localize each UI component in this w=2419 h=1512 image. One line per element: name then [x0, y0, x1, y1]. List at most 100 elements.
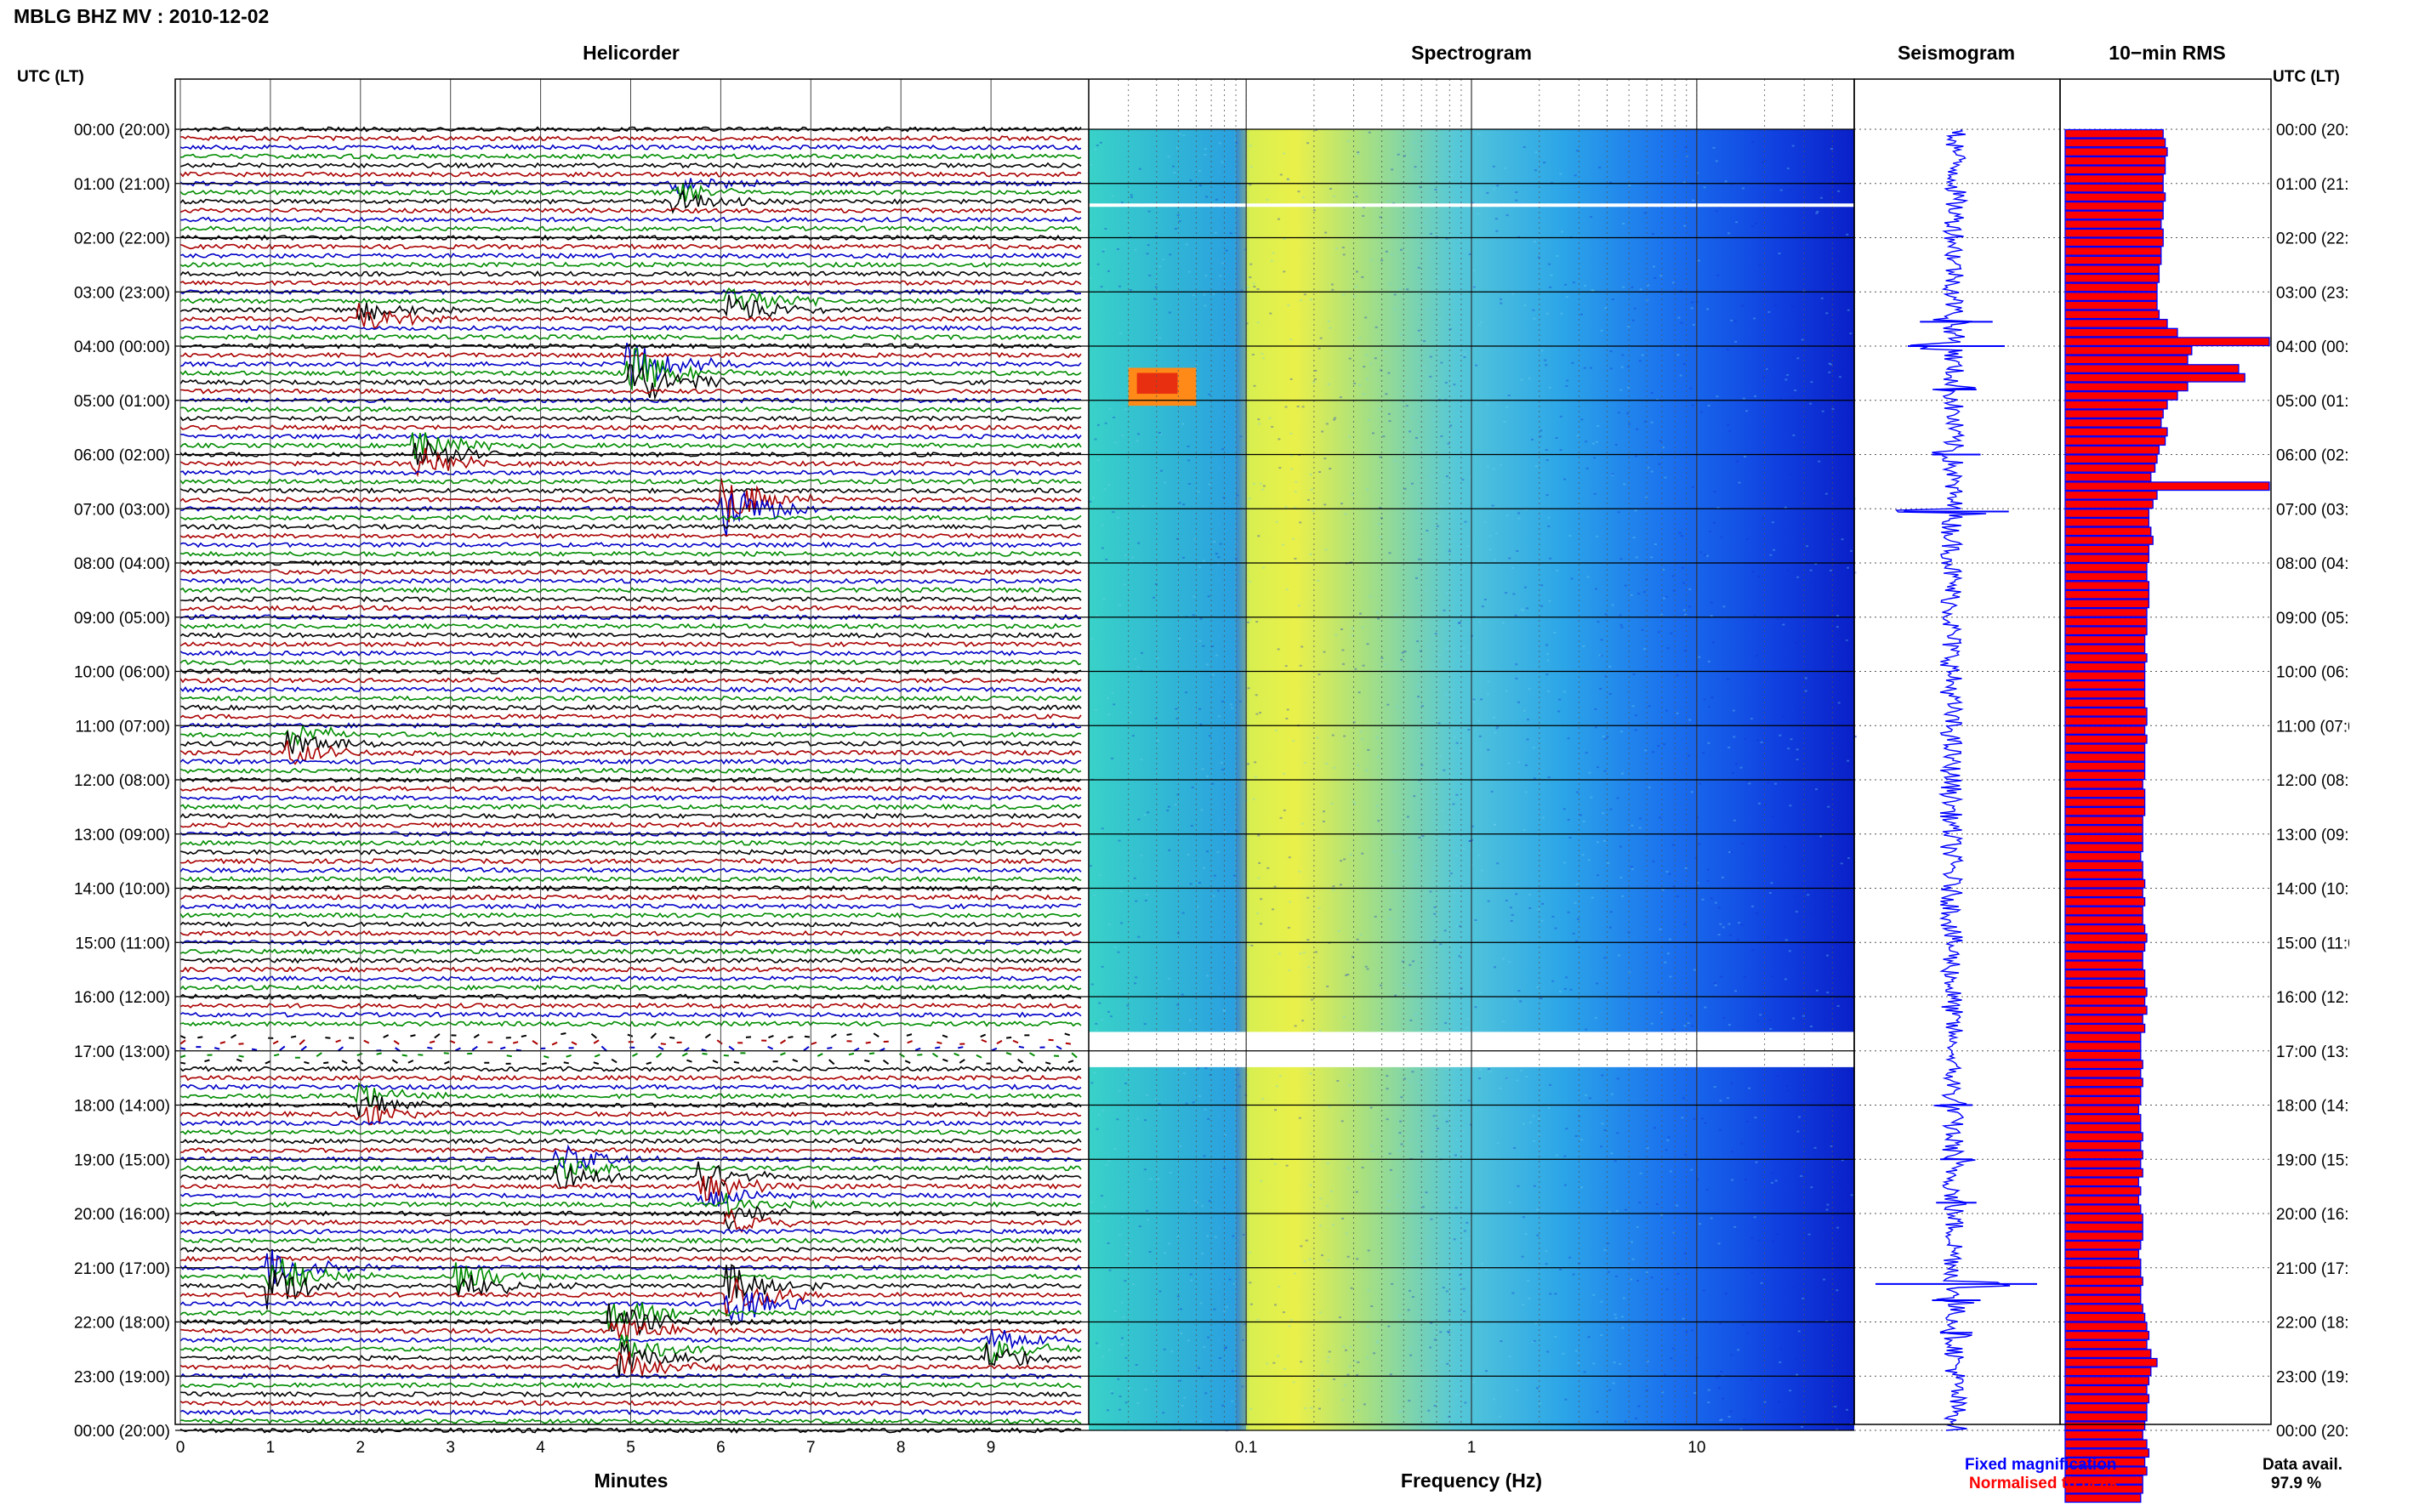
rms-bar — [2064, 1466, 2148, 1476]
spectrogram-noise — [1340, 1120, 1344, 1123]
spectrogram-noise — [1266, 1362, 1269, 1365]
spectrogram-noise — [1707, 1389, 1710, 1391]
spectrogram-noise — [1787, 569, 1790, 571]
spectrogram-noise — [1124, 1083, 1128, 1085]
spectrogram-noise — [1534, 151, 1538, 154]
spectrogram-noise — [1568, 837, 1572, 838]
spectrogram-noise — [1670, 632, 1673, 634]
spectrogram-noise — [1141, 505, 1145, 508]
spectrogram-noise — [1627, 386, 1631, 389]
spectrogram-noise — [1274, 1109, 1277, 1111]
spectrogram-noise — [1294, 1025, 1297, 1027]
spectrogram-noise — [1388, 283, 1392, 286]
spectrogram-noise — [1454, 1154, 1457, 1157]
spectrogram-noise — [1107, 270, 1110, 272]
spectrogram-noise — [1298, 870, 1301, 873]
spectrogram-noise — [1820, 297, 1824, 299]
time-label-right: 10:00 (06:00) — [2276, 664, 2372, 682]
spectrogram-noise — [1588, 771, 1591, 774]
spectrogram-noise — [1306, 142, 1309, 145]
spectrogram-noise — [1316, 736, 1319, 739]
rms-bar — [2064, 355, 2188, 365]
spectrogram-noise — [1585, 1028, 1588, 1031]
spectrogram-noise — [1370, 1305, 1374, 1307]
spectrogram-noise — [1125, 1243, 1129, 1246]
spectrogram-noise — [1364, 316, 1368, 319]
spectrogram-noise — [1684, 146, 1688, 149]
spectrogram-noise — [1574, 901, 1577, 904]
spectrogram-noise — [1208, 393, 1211, 395]
spectrogram-noise — [1658, 463, 1661, 465]
spectrogram-noise — [1469, 476, 1472, 479]
spectrogram-noise — [1469, 839, 1472, 842]
spectrogram-noise — [1516, 1389, 1519, 1391]
spectrogram-noise — [1563, 1184, 1567, 1186]
spectrogram-noise — [1283, 809, 1286, 811]
helicorder-gap-fragment — [904, 1060, 911, 1064]
spectrogram-noise — [1406, 385, 1409, 388]
spectrogram-noise — [1847, 309, 1850, 311]
spectrogram-noise — [1136, 1402, 1140, 1404]
spectrogram-noise — [1720, 975, 1723, 978]
spectrogram-noise — [1664, 1373, 1666, 1376]
spectrogram-noise — [1582, 645, 1585, 647]
rms-bar — [2064, 996, 2146, 1006]
spectrogram-noise — [1600, 1334, 1603, 1336]
spectrogram-noise — [1720, 1418, 1723, 1421]
spectrogram-noise — [1676, 1204, 1678, 1207]
spectrogram-noise — [1607, 861, 1610, 864]
spectrogram-noise — [1580, 418, 1584, 421]
spectrogram-noise — [1292, 740, 1295, 742]
spectrogram-noise — [1532, 1115, 1535, 1117]
spectrogram-noise — [1826, 756, 1829, 759]
spectrogram-noise — [1744, 1179, 1747, 1181]
time-label-left: 15:00 (11:00) — [75, 935, 170, 952]
spectrogram-noise — [1614, 444, 1618, 446]
spectrogram-noise — [1379, 536, 1382, 538]
time-label-right: 17:00 (13:00) — [2276, 1043, 2372, 1061]
spectrogram-noise — [1442, 1287, 1445, 1289]
spectrogram-noise — [1310, 1407, 1313, 1409]
spectrogram-noise — [1471, 825, 1474, 827]
helicorder-gap-fragment — [716, 1039, 723, 1045]
spectrogram-noise — [1696, 172, 1699, 174]
spectrogram-noise — [1144, 1389, 1147, 1391]
spectrogram-noise — [1278, 952, 1281, 955]
spectrogram-noise — [1624, 1208, 1627, 1211]
spectrogram-noise — [1496, 185, 1500, 187]
spectrogram-noise — [1786, 373, 1790, 376]
spectrogram-noise — [1438, 838, 1442, 841]
spectrogram-noise — [1748, 782, 1751, 785]
spectrogram-noise — [1387, 1200, 1391, 1202]
spectrogram-noise — [1287, 179, 1290, 181]
helicorder-gap-fragment — [1044, 1061, 1051, 1065]
spectrogram-noise — [1400, 248, 1403, 251]
spectrogram-noise — [1756, 1020, 1760, 1022]
spectrogram-noise — [1505, 1077, 1509, 1080]
frequency-tick-label: 1 — [1467, 1439, 1477, 1457]
spectrogram-noise — [1403, 651, 1407, 653]
spectrogram-noise — [1351, 493, 1354, 496]
rms-bar — [2064, 409, 2164, 419]
spectrogram-noise — [1616, 1132, 1619, 1134]
spectrogram-noise — [1261, 1098, 1265, 1100]
spectrogram-noise — [1288, 1325, 1291, 1327]
spectrogram-noise — [1273, 885, 1277, 888]
time-label-right: 22:00 (18:00) — [2276, 1315, 2372, 1333]
spectrogram-noise — [1129, 1251, 1132, 1253]
spectrogram-noise — [1406, 816, 1409, 818]
spectrogram-noise — [1440, 361, 1443, 364]
spectrogram-noise — [1648, 786, 1651, 788]
spectrogram-noise — [1486, 403, 1489, 406]
helicorder-gap-fragment — [204, 1059, 210, 1063]
spectrogram-noise — [1176, 1236, 1180, 1238]
rms-bar — [2064, 382, 2188, 392]
spectrogram-noise — [1089, 277, 1092, 280]
rms-bar — [2064, 1032, 2142, 1043]
helicorder-gap-fragment — [383, 1034, 390, 1038]
spectrogram-noise — [1339, 396, 1342, 399]
spectrogram-noise — [1154, 718, 1158, 719]
spectrogram-noise — [1335, 247, 1339, 250]
utc-label-left: UTC (LT) — [17, 68, 84, 86]
spectrogram-noise — [1665, 1149, 1668, 1151]
